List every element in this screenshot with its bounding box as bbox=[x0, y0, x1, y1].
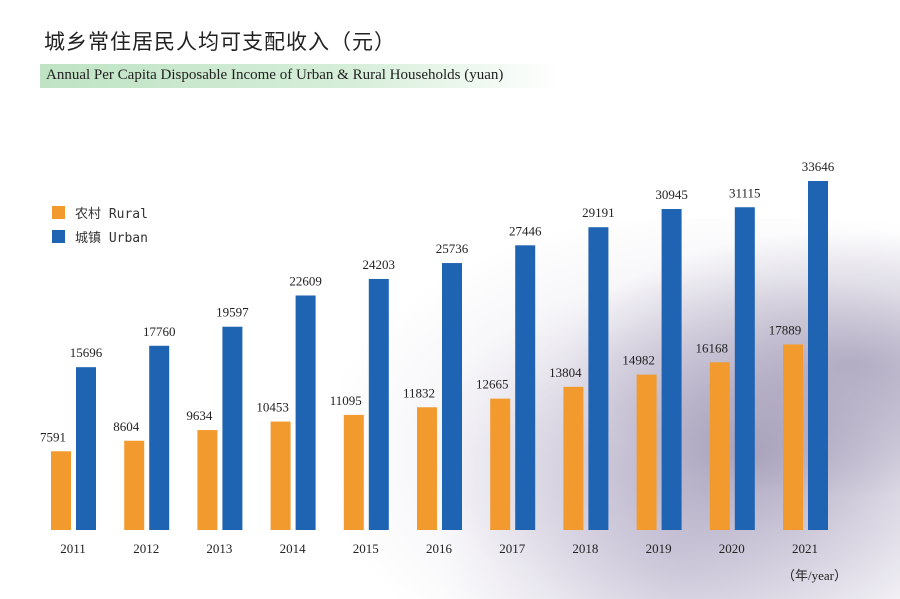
data-label-rural: 14982 bbox=[622, 353, 655, 368]
legend-label-rural: 农村 Rural bbox=[75, 206, 148, 222]
bar-urban bbox=[149, 345, 170, 530]
bar-urban bbox=[222, 326, 243, 530]
bar-rural bbox=[783, 344, 803, 530]
data-label-rural: 11832 bbox=[403, 385, 435, 400]
chart-legend: 农村 Rural 城镇 Urban bbox=[52, 200, 148, 248]
legend-swatch-urban bbox=[52, 229, 65, 243]
data-label-urban: 19597 bbox=[216, 305, 249, 320]
data-label-rural: 11095 bbox=[330, 393, 362, 408]
x-tick-label: 2017 bbox=[499, 541, 526, 556]
x-axis-unit-label: （年/year） bbox=[782, 568, 847, 583]
x-tick-label: 2014 bbox=[280, 541, 307, 556]
x-tick-label: 2011 bbox=[60, 541, 86, 556]
x-tick-label: 2016 bbox=[426, 541, 453, 556]
bar-urban bbox=[368, 278, 389, 530]
data-label-urban: 24203 bbox=[363, 257, 396, 272]
data-label-rural: 17889 bbox=[769, 322, 802, 337]
data-label-rural: 7591 bbox=[40, 429, 66, 444]
legend-item-urban: 城镇 Urban bbox=[52, 224, 148, 248]
bar-urban bbox=[295, 295, 316, 530]
data-label-urban: 31115 bbox=[729, 185, 761, 200]
data-label-urban: 29191 bbox=[582, 205, 615, 220]
data-label-rural: 16168 bbox=[696, 340, 729, 355]
data-label-urban: 27446 bbox=[509, 223, 542, 238]
bar-urban bbox=[442, 263, 462, 530]
bar-urban bbox=[515, 245, 536, 530]
bar-urban bbox=[808, 181, 828, 530]
bar-urban bbox=[661, 209, 682, 531]
data-label-urban: 33646 bbox=[802, 159, 835, 174]
bar-urban bbox=[76, 367, 96, 530]
legend-item-rural: 农村 Rural bbox=[52, 200, 148, 224]
bar-rural bbox=[490, 398, 511, 530]
x-tick-label: 2020 bbox=[719, 541, 745, 556]
data-label-urban: 17760 bbox=[143, 324, 176, 339]
bar-rural bbox=[51, 451, 71, 530]
legend-swatch-rural bbox=[52, 205, 65, 219]
data-label-urban: 22609 bbox=[289, 273, 322, 288]
x-tick-label: 2018 bbox=[572, 541, 598, 556]
x-tick-label: 2021 bbox=[792, 541, 818, 556]
data-label-rural: 9634 bbox=[186, 408, 213, 423]
bar-rural bbox=[563, 386, 584, 530]
title-highlight-band bbox=[40, 64, 560, 88]
x-tick-label: 2019 bbox=[646, 541, 672, 556]
data-label-urban: 30945 bbox=[655, 187, 688, 202]
data-label-rural: 8604 bbox=[113, 419, 140, 434]
bar-rural bbox=[709, 362, 730, 530]
bar-rural bbox=[636, 374, 657, 530]
bar-rural bbox=[343, 414, 364, 530]
bar-rural bbox=[270, 421, 291, 530]
chart-title-chinese: 城乡常住居民人均可支配收入（元） bbox=[44, 30, 396, 54]
x-tick-label: 2015 bbox=[353, 541, 379, 556]
data-label-rural: 12665 bbox=[476, 377, 509, 392]
bar-rural bbox=[197, 430, 218, 530]
bar-rural bbox=[417, 407, 437, 530]
x-tick-label: 2012 bbox=[133, 541, 159, 556]
bar-urban bbox=[588, 227, 609, 531]
data-label-rural: 10453 bbox=[256, 400, 289, 415]
data-label-urban: 25736 bbox=[436, 241, 469, 256]
x-tick-label: 2013 bbox=[206, 541, 232, 556]
bar-urban bbox=[734, 207, 755, 531]
chart-title-english: Annual Per Capita Disposable Income of U… bbox=[46, 67, 504, 83]
bar-rural bbox=[124, 440, 145, 530]
legend-label-urban: 城镇 Urban bbox=[75, 230, 148, 246]
data-label-urban: 15696 bbox=[70, 345, 103, 360]
data-label-rural: 13804 bbox=[549, 365, 582, 380]
